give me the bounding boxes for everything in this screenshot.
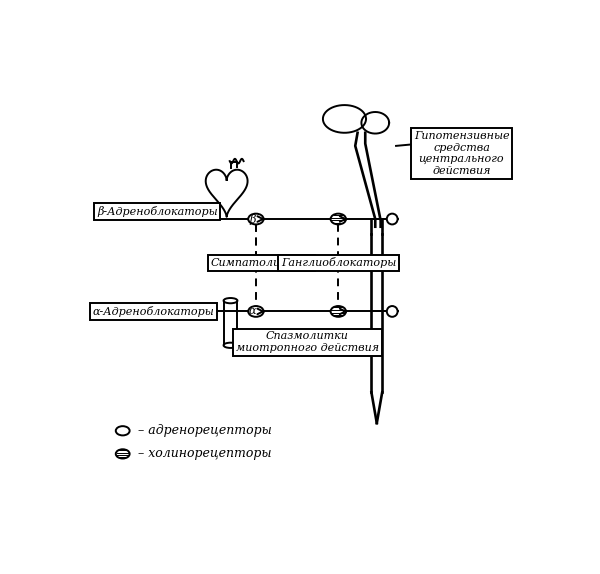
Text: Симпатолитики: Симпатолитики: [211, 258, 312, 268]
Ellipse shape: [331, 214, 346, 224]
Circle shape: [387, 214, 398, 224]
Ellipse shape: [116, 449, 130, 459]
Ellipse shape: [331, 306, 346, 317]
Text: β-Адреноблокаторы: β-Адреноблокаторы: [97, 206, 218, 217]
Ellipse shape: [224, 298, 238, 303]
Ellipse shape: [224, 343, 238, 348]
Text: Спазмолитки
миотропного действия: Спазмолитки миотропного действия: [236, 331, 379, 353]
Text: – адренорецепторы: – адренорецепторы: [138, 424, 272, 437]
Text: α: α: [248, 307, 256, 316]
Text: α-Адреноблокаторы: α-Адреноблокаторы: [92, 306, 214, 317]
Text: Гипотензивные
средства
центрального
действия: Гипотензивные средства центрального дейс…: [413, 131, 509, 176]
Circle shape: [387, 306, 398, 317]
Text: Ганглиоблокаторы: Ганглиоблокаторы: [281, 257, 396, 269]
Text: β: β: [249, 214, 255, 224]
Text: – холинорецепторы: – холинорецепторы: [138, 447, 272, 460]
